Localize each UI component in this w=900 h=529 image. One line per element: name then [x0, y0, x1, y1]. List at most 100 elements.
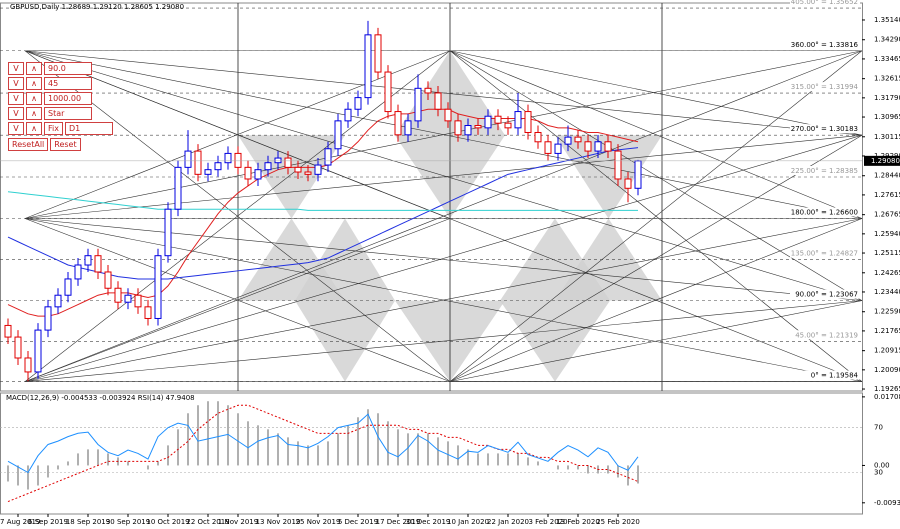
candle-body [174, 166, 182, 210]
gann-shape [238, 135, 345, 219]
candle-body [384, 71, 392, 113]
candle-body [504, 122, 512, 129]
y-tick-label: 1.28440 [874, 172, 900, 180]
panel-button[interactable]: 90.0 [44, 62, 92, 75]
panel-button[interactable]: ∧ [26, 62, 42, 75]
gann-fan-line [449, 50, 863, 382]
panel-row: V ∧ 1000.00 [8, 92, 113, 105]
gann-fan-line [24, 134, 863, 382]
y-tick-label: 1.23440 [874, 288, 900, 296]
candle-body [634, 160, 642, 189]
candle-body [334, 120, 342, 150]
candle-body [444, 108, 452, 122]
candle-body [84, 255, 92, 266]
x-tick-label: 22 Oct 2019 [186, 518, 229, 526]
panel-row: V ∧ 45 [8, 77, 113, 90]
gann-fan-line [24, 50, 863, 136]
candle-body [554, 143, 562, 154]
candle-body [534, 131, 542, 143]
candle-body [314, 164, 322, 175]
y-tick-label: 1.19265 [874, 385, 900, 393]
x-tick-label: 3 Feb 2020 [528, 518, 567, 526]
panel-button[interactable]: V [8, 77, 24, 90]
y-tick-label: 1.24265 [874, 269, 900, 277]
panel-button[interactable]: ∧ [26, 107, 42, 120]
candle-body [474, 125, 482, 129]
y-tick-label: 1.21765 [874, 327, 900, 335]
candle-body [494, 115, 502, 124]
panel-row: V ∧ Fix D1 [8, 122, 113, 135]
candle-body [544, 141, 552, 154]
panel-button[interactable]: ∧ [26, 122, 42, 135]
candle-body [234, 152, 242, 168]
gann-fan-line [24, 50, 863, 301]
panel-button[interactable]: V [8, 107, 24, 120]
candle-body [584, 141, 592, 152]
panel-button[interactable]: V [8, 62, 24, 75]
panel-button[interactable]: 1000.00 [44, 92, 92, 105]
candle-body [44, 306, 52, 331]
plot-frame [0, 2, 863, 392]
candle-body [134, 294, 142, 308]
candle-body [454, 120, 462, 136]
panel-row: V ∧ 90.0 [8, 62, 113, 75]
x-tick-label: 1 Nov 2019 [218, 518, 258, 526]
panel-button[interactable]: ResetAll [8, 138, 49, 151]
level-label: 0° = 1.19584 [811, 372, 859, 380]
panel-button[interactable]: Reset [50, 138, 81, 151]
y-tick-label: 1.25940 [874, 230, 900, 238]
level-label-bg [790, 166, 860, 176]
y2-tick-label: 70 [874, 424, 883, 432]
x-tick-label: 30 Sep 2019 [106, 518, 150, 526]
candle-body [4, 324, 12, 338]
y-tick-label: 1.27615 [874, 191, 900, 199]
candle-body [564, 136, 572, 145]
x-tick-label: 6 Sep 2019 [28, 518, 68, 526]
x-tick-label: 13 Nov 2019 [256, 518, 301, 526]
gann-fan-line [24, 300, 863, 382]
moving-average [7, 191, 638, 211]
level-label-bg [790, 207, 860, 217]
gann-fan-line [449, 50, 863, 219]
panel-button[interactable]: Fix [44, 122, 63, 135]
x-tick-label: 17 Dec 2019 [376, 518, 421, 526]
x-tick-label: 10 Oct 2019 [146, 518, 189, 526]
x-tick-label: 5 Dec 2019 [338, 518, 378, 526]
panel-button[interactable]: D1 [64, 122, 113, 135]
candle-body [394, 111, 402, 136]
y-tick-label: 1.31790 [874, 94, 900, 102]
y-tick-label: -0.00931 [874, 499, 900, 507]
candle-body [154, 255, 162, 319]
x-tick-label: 22 Jan 2020 [487, 518, 529, 526]
candle-body [424, 87, 432, 94]
level-label: 315.00° = 1.31994 [791, 83, 859, 91]
candle-body [74, 264, 82, 280]
panel-button[interactable]: ∧ [26, 77, 42, 90]
candle-body [284, 157, 292, 168]
gann-fan-line [24, 218, 863, 382]
panel-button[interactable]: V [8, 92, 24, 105]
candle-body [274, 157, 282, 164]
level-label: 270.00° = 1.30183 [791, 125, 858, 133]
candle-body [404, 120, 412, 136]
candle-body [464, 125, 472, 136]
gann-fan-line [449, 218, 863, 382]
candle-body [254, 169, 262, 180]
gann-fan-line [24, 50, 863, 219]
candle-body [344, 108, 352, 122]
panel-row: ResetAll Reset [8, 138, 113, 151]
candle-body [364, 34, 372, 99]
candle-body [94, 255, 102, 273]
x-tick-label: 13 Feb 2020 [556, 518, 600, 526]
candle-body [24, 357, 32, 373]
level-label-bg [790, 248, 860, 258]
candle-body [144, 306, 152, 319]
level-label-bg [790, 39, 860, 49]
panel-button[interactable]: 45 [44, 77, 92, 90]
x-tick-label: 18 Sep 2019 [66, 518, 110, 526]
panel-button[interactable]: ∧ [26, 92, 42, 105]
panel-button[interactable]: Star [44, 107, 92, 120]
level-label-bg [790, 330, 860, 340]
panel-button[interactable]: V [8, 122, 24, 135]
